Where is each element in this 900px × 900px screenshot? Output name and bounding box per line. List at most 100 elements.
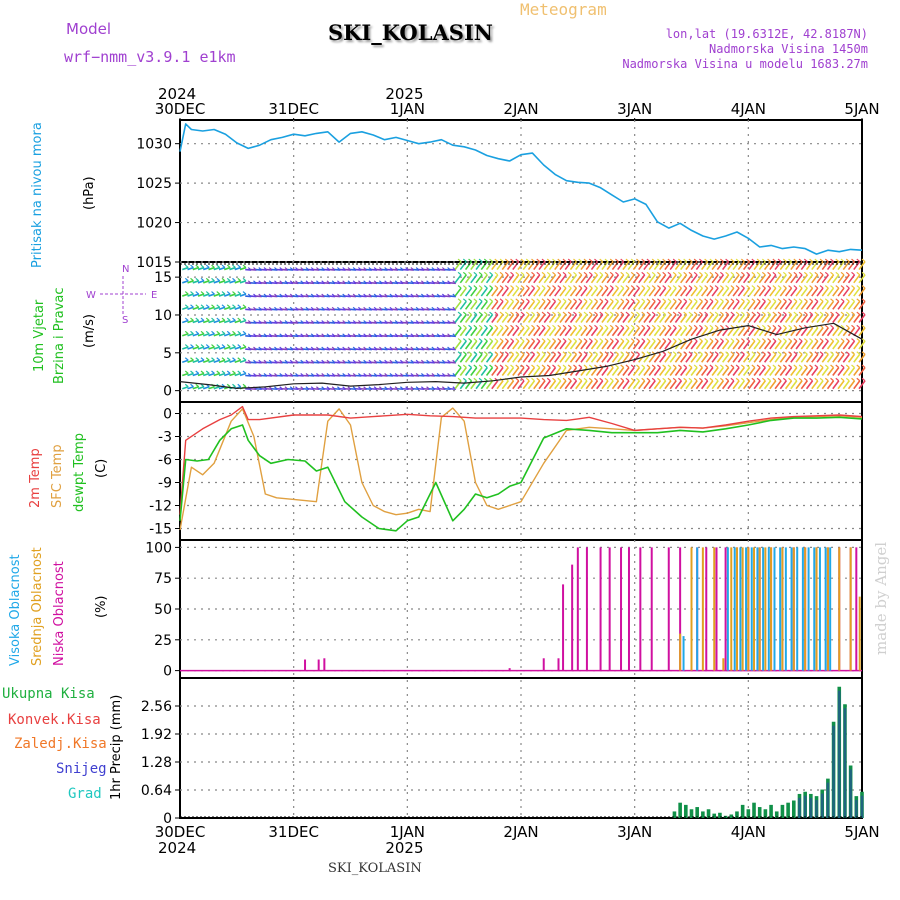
- wind-barb-head: [667, 351, 672, 355]
- wind-barb-head: [625, 285, 630, 289]
- wind-barb-head: [562, 351, 567, 355]
- wind-barb: [648, 380, 656, 390]
- wind-barb: [203, 385, 210, 390]
- wind-barb-head: [620, 298, 625, 302]
- wind-barb-head: [599, 351, 604, 355]
- wind-barb: [533, 380, 541, 390]
- wind-barb: [223, 333, 231, 337]
- wind-barb-head: [761, 271, 766, 276]
- wind-barb-head: [699, 324, 703, 329]
- wind-barb: [585, 300, 593, 310]
- wind-barb-head: [567, 351, 572, 355]
- wind-barb-head: [615, 298, 619, 302]
- wind-barb: [659, 314, 667, 324]
- wind-barb: [475, 287, 483, 297]
- wind-barb: [858, 274, 866, 284]
- wind-barb-head: [232, 317, 236, 322]
- wind-barb: [711, 353, 719, 363]
- wind-barb: [611, 287, 620, 297]
- wind-barb: [527, 287, 536, 297]
- wind-barb-head: [478, 351, 483, 355]
- wind-barb: [653, 353, 662, 363]
- wind-barb-head: [657, 338, 661, 342]
- wind-barb-head: [751, 271, 756, 276]
- wind-barb: [239, 306, 247, 311]
- wind-barb-head: [793, 271, 798, 276]
- wind-barb: [197, 359, 205, 364]
- wind-barb-head: [552, 338, 556, 342]
- wind-barb: [769, 353, 777, 363]
- wind-barb-head: [473, 311, 478, 316]
- wind-barb-head: [483, 298, 488, 302]
- wind-barb-head: [683, 364, 688, 368]
- wind-barb-head: [756, 258, 761, 263]
- wind-barb: [653, 380, 662, 390]
- wind-barb-head: [462, 351, 467, 355]
- precip-bar: [769, 804, 773, 818]
- wind-barb: [611, 300, 620, 310]
- wind-barb: [611, 367, 620, 376]
- wind-barb: [701, 314, 709, 324]
- wind-barb-head: [830, 324, 834, 329]
- wind-barb: [648, 340, 656, 350]
- wind-barb-head: [594, 324, 598, 329]
- wind-barb-head: [851, 338, 855, 342]
- wind-barb-head: [803, 364, 808, 368]
- wind-barb: [480, 380, 488, 390]
- wind-barb-head: [746, 258, 750, 263]
- wind-barb: [611, 261, 620, 271]
- wind-barb-head: [462, 338, 467, 342]
- wind-barb-head: [725, 285, 730, 289]
- wind-barb-head: [767, 311, 771, 316]
- wind-barb-head: [520, 258, 525, 263]
- wind-barb: [470, 327, 478, 337]
- wind-barb-head: [735, 338, 740, 342]
- wind-barb-head: [237, 344, 242, 348]
- wind-barb: [559, 300, 567, 310]
- wind-barb: [501, 327, 509, 337]
- wind-barb: [182, 319, 189, 324]
- wind-barb-head: [504, 364, 509, 368]
- wind-barb-head: [641, 351, 646, 355]
- wind-barb-head: [604, 271, 609, 276]
- wind-barb-head: [599, 377, 604, 382]
- wind-barb-head: [211, 277, 215, 282]
- snow-bar: [832, 725, 835, 818]
- wind-barb-head: [704, 285, 709, 289]
- wind-barb: [554, 261, 562, 271]
- wind-barb-head: [473, 324, 478, 329]
- wind-barb: [527, 367, 536, 376]
- wind-barb: [606, 287, 614, 297]
- wind-barb-head: [772, 285, 777, 289]
- wind-barb-head: [468, 298, 472, 302]
- wind-barb: [732, 314, 740, 324]
- wind-barb-head: [699, 311, 703, 316]
- precip-bar: [809, 793, 813, 818]
- wind-barb: [648, 261, 656, 271]
- wind-barb: [732, 327, 740, 337]
- wind-barb: [229, 319, 236, 324]
- wind-barb: [627, 274, 635, 284]
- wind-barb-head: [767, 324, 771, 329]
- wind-barb: [239, 346, 247, 350]
- wind-barb-head: [840, 324, 845, 329]
- bottom-day-label: 3JAN: [617, 823, 652, 841]
- wind-barb: [517, 340, 525, 350]
- wind-barb-head: [583, 377, 588, 382]
- wind-barb-head: [557, 311, 562, 316]
- wind-barb: [690, 353, 698, 363]
- wind-barb-head: [761, 364, 766, 368]
- wind-barb-head: [195, 304, 200, 308]
- wind-barb-head: [211, 264, 215, 269]
- wind-barb: [811, 380, 819, 390]
- wind-barb: [470, 261, 478, 271]
- wind-barb-head: [625, 377, 630, 382]
- wind-barb: [721, 353, 730, 363]
- wind-barb: [706, 380, 714, 390]
- wind-barb-head: [683, 258, 688, 263]
- wind-barb: [742, 314, 751, 324]
- wind-barb: [774, 340, 782, 350]
- wind-barb-head: [714, 351, 719, 355]
- wind-barb-head: [725, 298, 730, 302]
- wind-barb: [617, 261, 625, 271]
